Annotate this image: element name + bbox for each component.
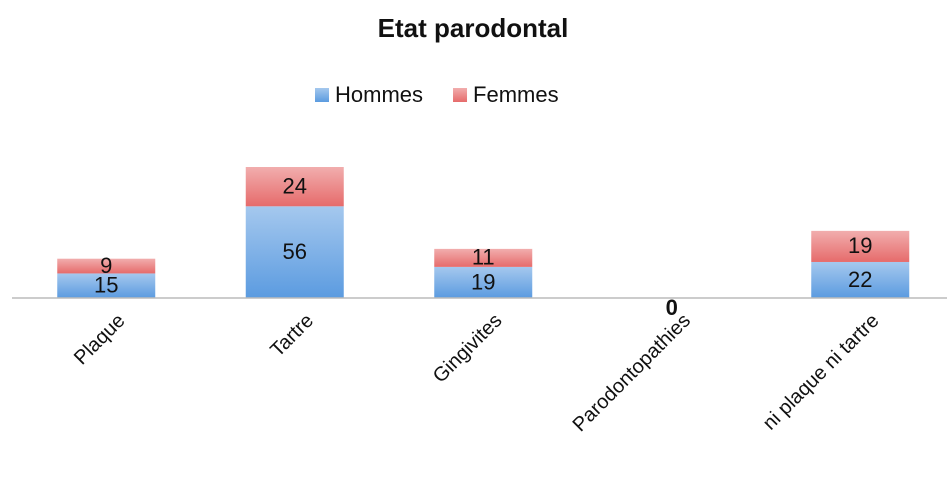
legend-label: Femmes <box>473 82 559 107</box>
legend-swatch <box>453 88 468 102</box>
bar-segment <box>811 230 910 262</box>
data-label: 0 <box>666 295 678 320</box>
data-label: 24 <box>283 173 307 198</box>
bar-segment <box>57 273 156 298</box>
bar-segment <box>245 167 344 207</box>
data-label: 11 <box>472 245 495 270</box>
x-tick-label: Tartre <box>266 310 318 362</box>
bar-segment <box>245 206 344 298</box>
data-label: 9 <box>100 253 112 278</box>
bar-segment <box>811 261 910 298</box>
legend-label: Hommes <box>335 82 423 107</box>
bar-segment <box>434 266 533 298</box>
x-tick-label: Plaque <box>70 310 130 370</box>
data-label: 15 <box>94 273 118 298</box>
chart-title: Etat parodontal <box>378 13 569 43</box>
data-label: 56 <box>283 239 307 264</box>
data-label: 19 <box>471 269 495 294</box>
legend-swatch <box>315 88 329 102</box>
data-label: 19 <box>848 233 872 258</box>
x-tick-label: Parodontopathies <box>569 310 695 436</box>
bar-segment <box>434 248 533 267</box>
x-tick-label: Gingivites <box>429 310 507 388</box>
bar-segment <box>57 258 156 274</box>
x-tick-label: ni plaque ni tartre <box>759 310 884 435</box>
data-label: 22 <box>848 267 872 292</box>
